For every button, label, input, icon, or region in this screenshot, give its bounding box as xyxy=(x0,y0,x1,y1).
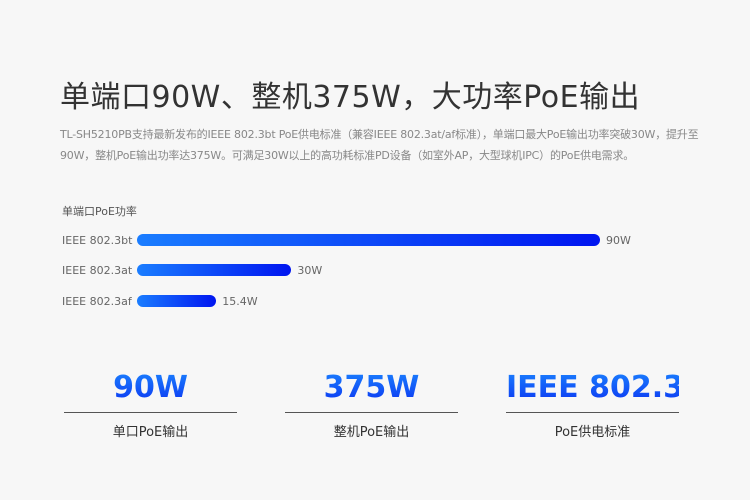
value-label: 30W xyxy=(297,263,323,277)
stat-caption: 单口PoE输出 xyxy=(112,425,189,440)
page-title: 单端口90W、整机375W，大功率PoE输出 xyxy=(60,80,641,115)
stat-port-power: 90W 单口PoE输出 xyxy=(64,368,237,440)
stat-value: 90W xyxy=(64,368,237,408)
bar-row: IEEE 802.3af 15.4W xyxy=(62,293,258,309)
divider xyxy=(506,412,679,413)
bar xyxy=(137,234,600,246)
divider xyxy=(285,412,458,413)
stat-caption: 整机PoE输出 xyxy=(333,425,410,440)
bar xyxy=(137,264,292,276)
category-label: IEEE 802.3at xyxy=(62,263,133,277)
bar-row: IEEE 802.3bt 90W xyxy=(62,232,631,248)
stat-standard: IEEE 802.3bt PoE供电标准 xyxy=(506,368,720,440)
stat-value: 375W xyxy=(285,368,458,408)
stat-caption: PoE供电标准 xyxy=(554,425,631,440)
stat-total-power: 375W 整机PoE输出 xyxy=(285,368,458,440)
description: TL-SH5210PB支持最新发布的IEEE 802.3bt PoE供电标准（兼… xyxy=(60,128,699,162)
category-label: IEEE 802.3af xyxy=(62,294,132,308)
bar-row: IEEE 802.3at 30W xyxy=(62,262,322,278)
value-label: 90W xyxy=(606,233,631,247)
divider xyxy=(64,412,237,413)
stat-value: IEEE 802.3bt xyxy=(506,368,720,408)
value-label: 15.4W xyxy=(222,294,258,308)
bar xyxy=(137,295,217,307)
category-label: IEEE 802.3bt xyxy=(62,233,133,247)
chart-title: 单端口PoE功率 xyxy=(62,205,137,218)
